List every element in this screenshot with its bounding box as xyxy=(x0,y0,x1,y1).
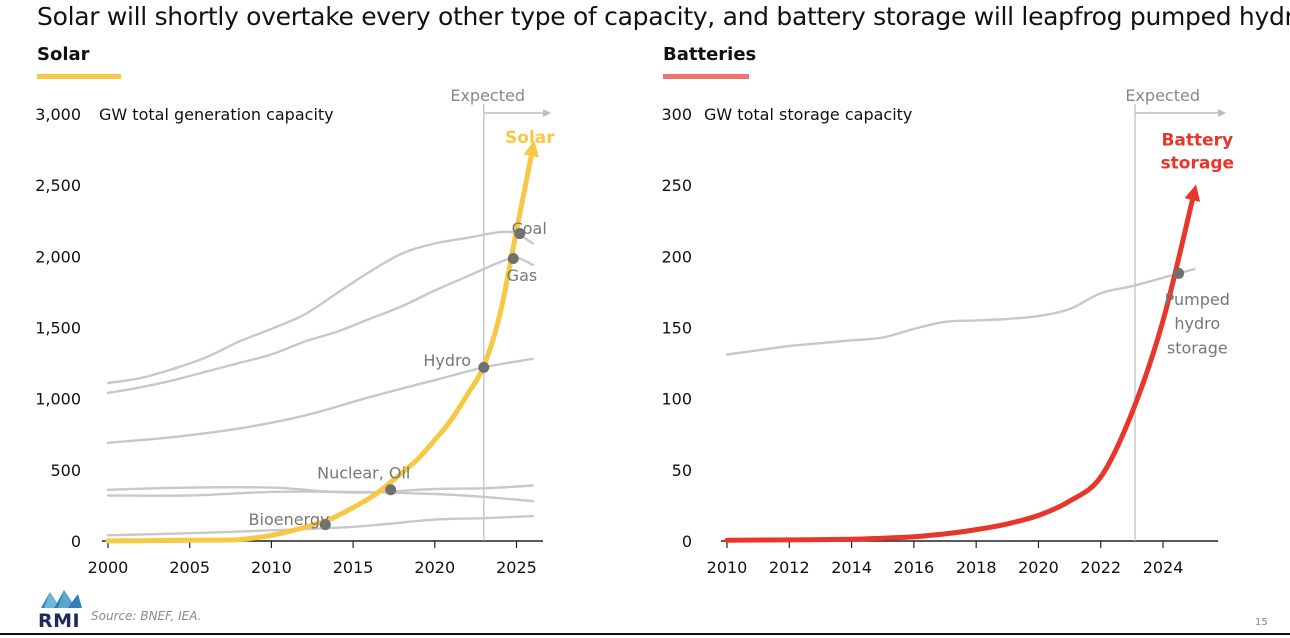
solar-y-tick-label: 2,000 xyxy=(35,247,81,266)
bioenergy-label: Bioenergy xyxy=(249,510,330,529)
batteries-x-tick-label: 2016 xyxy=(894,558,935,577)
batteries-x-tick-label: 2020 xyxy=(1018,558,1059,577)
pumped-hydro-storage-line xyxy=(725,267,1196,356)
solar-x-tick-label: 2000 xyxy=(88,558,129,577)
hydro-label: hydro xyxy=(1174,314,1220,333)
batteries-x-tick-label: 2010 xyxy=(707,558,748,577)
solar-y-axis-label: GW total generation capacity xyxy=(99,105,334,124)
batteries-y-tick-label: 300 xyxy=(661,105,692,124)
solar-y-tick-label: 3,000 xyxy=(35,105,81,124)
solar-x-tick-label: 2025 xyxy=(496,558,537,577)
batteries-x-tick-label: 2022 xyxy=(1080,558,1121,577)
solar-label: Solar xyxy=(505,128,555,148)
solar-x-tick-label: 2005 xyxy=(169,558,210,577)
batteries-x-tick-label: 2014 xyxy=(831,558,872,577)
bioenergy-line xyxy=(106,514,534,537)
solar-y-tick-label: 2,500 xyxy=(35,176,81,195)
solar-x-tick-label: 2020 xyxy=(414,558,455,577)
batteries-y-axis-label: GW total storage capacity xyxy=(704,105,912,124)
bottom-rule xyxy=(0,633,1290,635)
solar-title-underline xyxy=(37,74,121,79)
nuclear-oil-label: Nuclear, Oil xyxy=(317,464,410,483)
solar-intersection-marker xyxy=(507,252,519,264)
batteries-panel-title: Batteries xyxy=(663,44,757,65)
solar-y-tick-label: 1,500 xyxy=(35,319,81,338)
gas-line xyxy=(106,256,534,395)
coal-label: Coal xyxy=(512,219,547,238)
batteries-y-tick-label: 100 xyxy=(661,390,692,409)
storage-label: storage xyxy=(1161,153,1234,173)
solar-y-tick-label: 1,000 xyxy=(35,390,81,409)
solar-intersection-marker xyxy=(319,519,331,531)
battery-label: Battery xyxy=(1161,131,1233,151)
solar-intersection-marker xyxy=(385,484,397,496)
solar-panel-title: Solar xyxy=(37,44,90,65)
solar-y-tick-label: 500 xyxy=(50,461,81,480)
batteries-intersection-marker xyxy=(1173,267,1185,279)
batteries-x-tick-label: 2024 xyxy=(1143,558,1184,577)
solar-expected-label: Expected xyxy=(450,86,525,105)
batteries-y-tick-label: 150 xyxy=(661,319,692,338)
battery-storage-line xyxy=(724,184,1201,543)
solar-chart: 0 500 1,000 1,500 2,000 2,500 3,000 GW total ge… xyxy=(35,86,555,577)
solar-expected-arrow-head xyxy=(543,109,551,117)
batteries-y-tick-label: 50 xyxy=(672,461,692,480)
batteries-y-tick-label: 200 xyxy=(661,247,692,266)
batteries-y-tick-label: 0 xyxy=(682,532,692,551)
batteries-x-tick-label: 2018 xyxy=(956,558,997,577)
solar-x-tick-label: 2010 xyxy=(251,558,292,577)
batteries-expected-arrow-head xyxy=(1218,109,1226,117)
solar-intersection-marker xyxy=(514,228,526,240)
hydro-line xyxy=(106,357,534,444)
hydro-label: Hydro xyxy=(423,351,471,370)
source-note: Source: BNEF, IEA. xyxy=(91,609,202,623)
solar-x-tick-label: 2015 xyxy=(333,558,374,577)
main-title: Solar will shortly overtake every other … xyxy=(37,2,1290,31)
gas-label: Gas xyxy=(507,266,538,285)
coal-line xyxy=(106,230,534,385)
oil-line xyxy=(106,490,534,503)
batteries-x-tick-label: 2012 xyxy=(769,558,810,577)
storage-label: storage xyxy=(1167,338,1228,357)
rmi-logo xyxy=(41,590,82,608)
batteries-chart: 0 50 100 150 200 250 300 GW total storage capac… xyxy=(661,86,1234,577)
logo-text: RMI xyxy=(38,610,81,632)
pumped-label: Pumped xyxy=(1165,290,1230,309)
solar-intersection-marker xyxy=(478,361,490,373)
batteries-title-underline xyxy=(663,74,749,79)
page-number: 15 xyxy=(1255,617,1268,628)
solar-y-tick-label: 0 xyxy=(71,532,81,551)
batteries-y-tick-label: 250 xyxy=(661,176,692,195)
batteries-expected-label: Expected xyxy=(1125,86,1200,105)
